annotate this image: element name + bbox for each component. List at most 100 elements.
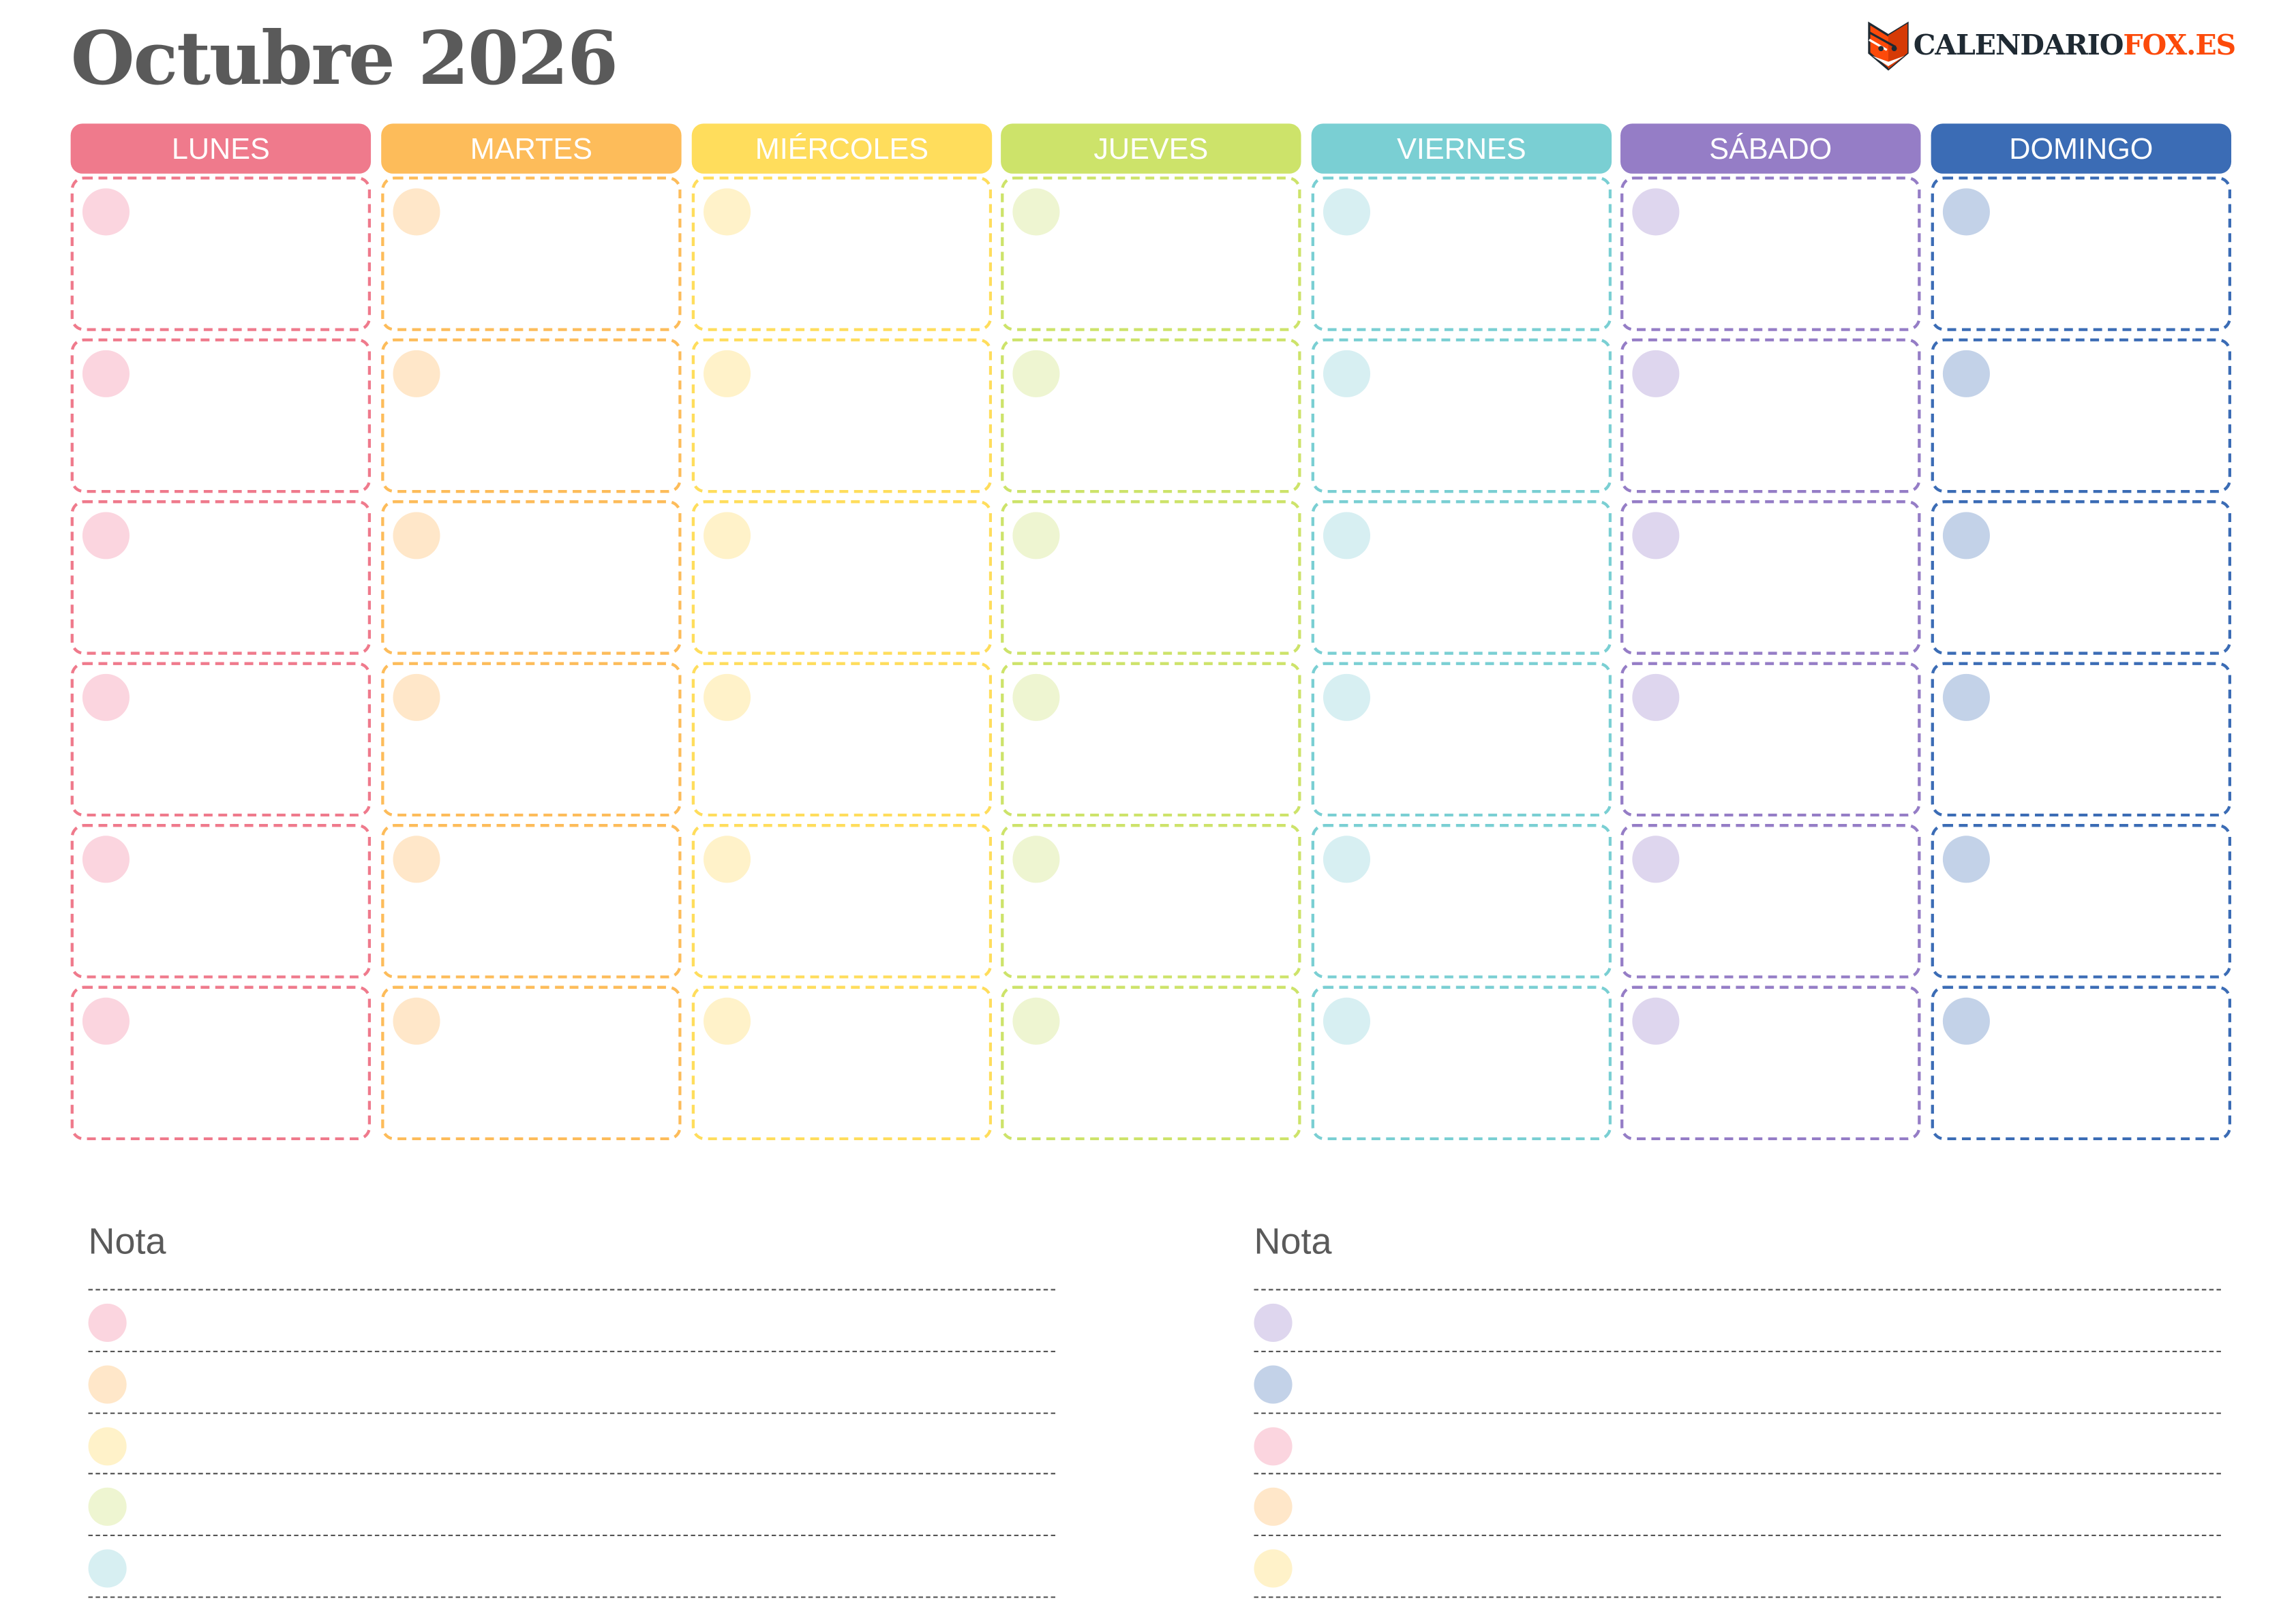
note-line[interactable] <box>1254 1289 2221 1291</box>
note-line[interactable] <box>1254 1350 2221 1353</box>
day-cell[interactable] <box>381 500 682 655</box>
fox-icon <box>1868 21 1909 71</box>
day-number-circle <box>393 188 440 236</box>
day-number-circle <box>393 997 440 1045</box>
day-cell[interactable] <box>691 985 993 1141</box>
day-cell[interactable] <box>1931 500 2232 655</box>
day-cell[interactable] <box>691 177 993 331</box>
day-number-circle <box>704 512 751 560</box>
note-line[interactable] <box>88 1473 1056 1475</box>
note-bullet-dot <box>88 1427 127 1466</box>
note-bullet-dot <box>1254 1487 1293 1526</box>
day-cell[interactable] <box>1620 177 1921 331</box>
day-cell[interactable] <box>691 824 993 979</box>
day-number-circle <box>393 836 440 883</box>
day-cell[interactable] <box>1931 662 2232 817</box>
day-number-circle <box>1323 512 1371 560</box>
day-cell[interactable] <box>381 338 682 493</box>
day-number-circle <box>704 836 751 883</box>
day-number-circle <box>1632 997 1680 1045</box>
day-cell[interactable] <box>1620 500 1921 655</box>
day-cell[interactable] <box>1620 985 1921 1141</box>
day-cell[interactable] <box>381 824 682 979</box>
day-cell[interactable] <box>1001 662 1301 817</box>
day-cell[interactable] <box>1311 824 1612 979</box>
day-cell[interactable] <box>1931 985 2232 1141</box>
day-header-6: DOMINGO <box>1931 123 2232 174</box>
note-line[interactable] <box>1254 1534 2221 1536</box>
logo: CALENDARIOFOX.ES <box>1867 20 2236 71</box>
note-bullet-dot <box>88 1303 127 1343</box>
day-cell[interactable] <box>381 177 682 331</box>
day-cell[interactable] <box>1931 338 2232 493</box>
note-line[interactable] <box>1254 1412 2221 1414</box>
note-bullet-dot <box>88 1487 127 1526</box>
day-cell[interactable] <box>381 985 682 1141</box>
day-cell[interactable] <box>1001 824 1301 979</box>
day-cell[interactable] <box>1620 662 1921 817</box>
day-number-circle <box>82 512 130 560</box>
day-number-circle <box>1632 673 1680 721</box>
day-cell[interactable] <box>691 338 993 493</box>
day-number-circle <box>1012 350 1060 397</box>
day-cell[interactable] <box>1001 338 1301 493</box>
day-cell[interactable] <box>1931 824 2232 979</box>
day-cell[interactable] <box>70 824 372 979</box>
day-cell[interactable] <box>1311 662 1612 817</box>
day-number-circle <box>1012 836 1060 883</box>
day-cell[interactable] <box>691 662 993 817</box>
day-number-circle <box>82 673 130 721</box>
note-bullet-dot <box>1254 1427 1293 1466</box>
note-line[interactable] <box>88 1534 1056 1536</box>
day-cell[interactable] <box>1311 500 1612 655</box>
day-cell[interactable] <box>1311 985 1612 1141</box>
day-cell[interactable] <box>1001 985 1301 1141</box>
day-number-circle <box>1942 512 1990 560</box>
note-bullet-dot <box>88 1365 127 1404</box>
day-cell[interactable] <box>70 662 372 817</box>
day-number-circle <box>1632 350 1680 397</box>
day-number-circle <box>1323 350 1371 397</box>
day-cell[interactable] <box>1620 824 1921 979</box>
day-cell[interactable] <box>1311 338 1612 493</box>
note-line[interactable] <box>88 1289 1056 1291</box>
day-cell[interactable] <box>1620 338 1921 493</box>
day-number-circle <box>1323 836 1371 883</box>
day-header-4: VIERNES <box>1311 123 1612 174</box>
day-cell[interactable] <box>1931 177 2232 331</box>
note-bullet-dot <box>1254 1303 1293 1343</box>
day-cell[interactable] <box>70 338 372 493</box>
day-header-1: MARTES <box>381 123 682 174</box>
day-number-circle <box>704 350 751 397</box>
day-header-0: LUNES <box>70 123 372 174</box>
note-line[interactable] <box>88 1350 1056 1353</box>
note-line[interactable] <box>88 1412 1056 1414</box>
note-line[interactable] <box>88 1596 1056 1598</box>
day-number-circle <box>1942 188 1990 236</box>
day-cell[interactable] <box>1001 177 1301 331</box>
day-cell[interactable] <box>70 500 372 655</box>
day-cell[interactable] <box>1311 177 1612 331</box>
note-line[interactable] <box>1254 1473 2221 1475</box>
day-number-circle <box>82 350 130 397</box>
day-number-circle <box>1632 836 1680 883</box>
day-cell[interactable] <box>381 662 682 817</box>
note-line[interactable] <box>1254 1596 2221 1598</box>
day-number-circle <box>1632 188 1680 236</box>
day-cell[interactable] <box>691 500 993 655</box>
day-number-circle <box>704 997 751 1045</box>
day-number-circle <box>1942 673 1990 721</box>
note-bullet-dot <box>1254 1549 1293 1588</box>
day-header-5: SÁBADO <box>1620 123 1921 174</box>
day-number-circle <box>1632 512 1680 560</box>
note-label: Nota <box>1254 1221 1332 1263</box>
day-number-circle <box>1012 188 1060 236</box>
day-number-circle <box>393 673 440 721</box>
day-cell[interactable] <box>1001 500 1301 655</box>
day-number-circle <box>1012 512 1060 560</box>
day-cell[interactable] <box>70 985 372 1141</box>
day-number-circle <box>1012 997 1060 1045</box>
day-cell[interactable] <box>70 177 372 331</box>
day-number-circle <box>1012 673 1060 721</box>
